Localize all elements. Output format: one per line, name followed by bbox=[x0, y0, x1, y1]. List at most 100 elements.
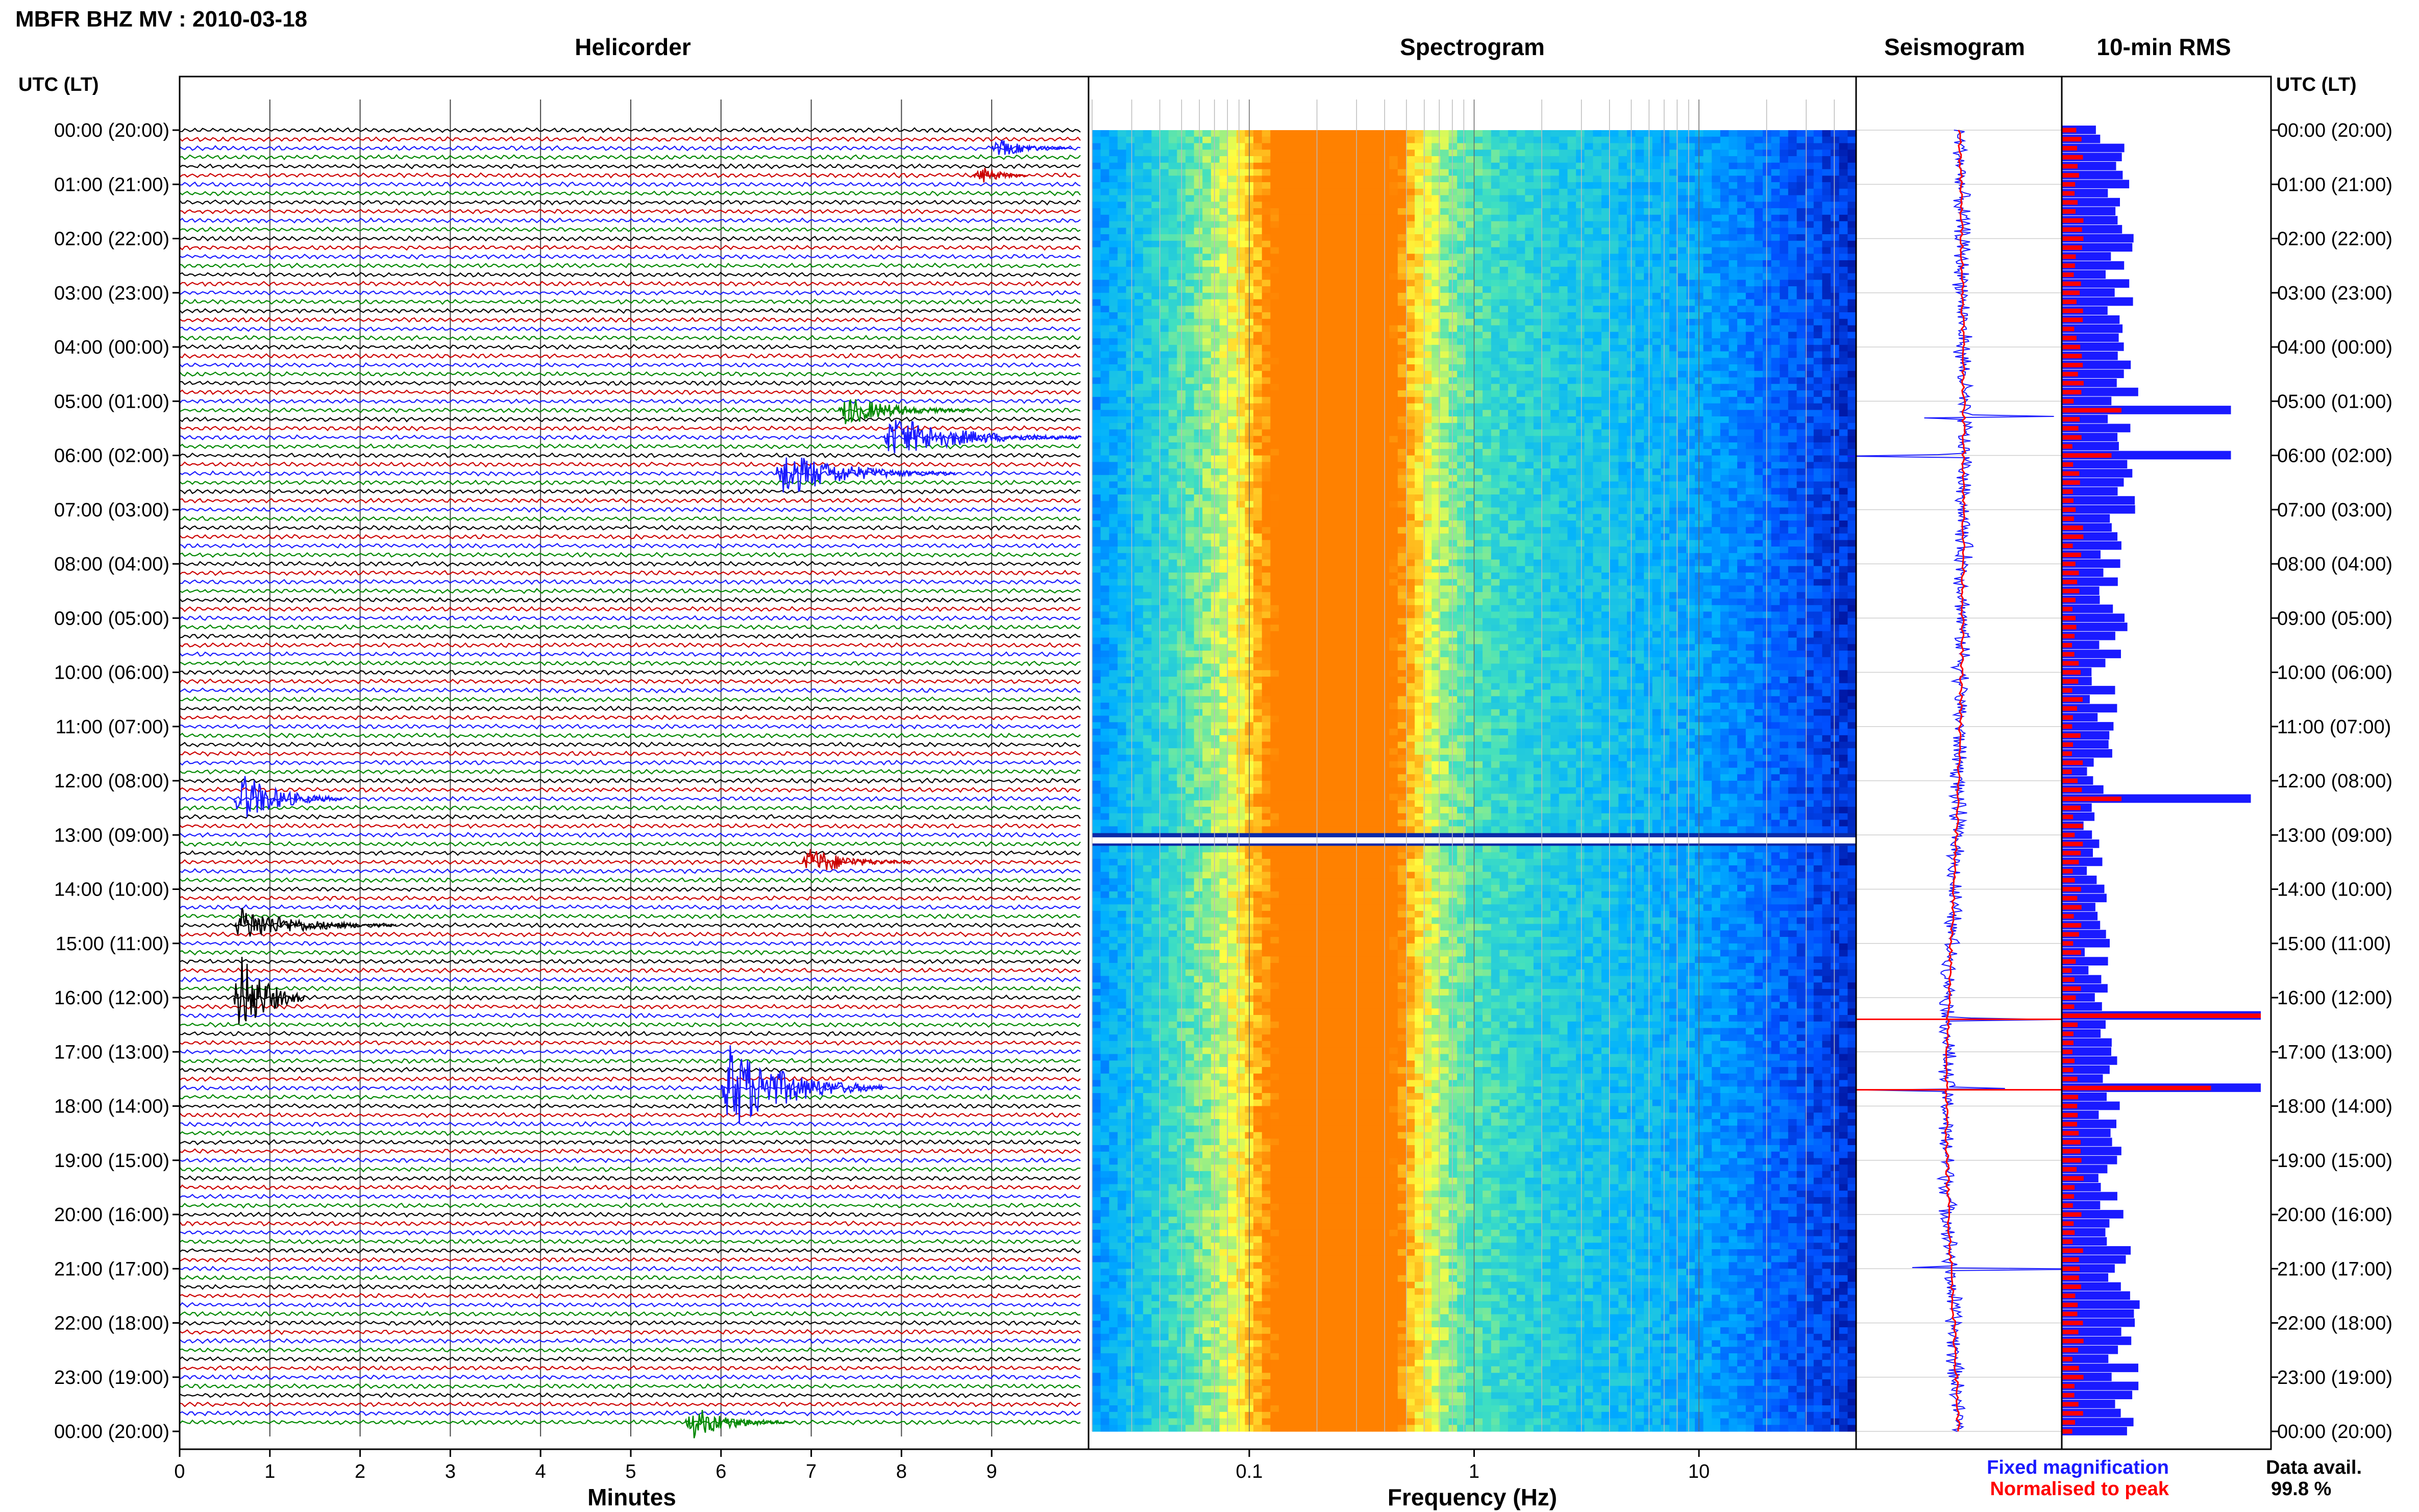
spectrogram-cell bbox=[1389, 338, 1398, 345]
spectrogram-cell bbox=[1406, 156, 1415, 163]
spectrogram-cell bbox=[1296, 318, 1305, 326]
spectrogram-cell bbox=[1796, 150, 1806, 157]
spectrogram-cell bbox=[1686, 449, 1695, 456]
spectrogram-cell bbox=[1262, 384, 1271, 391]
spectrogram-cell bbox=[1364, 370, 1373, 378]
spectrogram-cell bbox=[1686, 442, 1695, 450]
spectrogram-cell bbox=[1168, 247, 1177, 254]
spectrogram-cell bbox=[1610, 150, 1619, 157]
spectrogram-cell bbox=[1483, 273, 1492, 280]
spectrogram-cell bbox=[1635, 254, 1644, 261]
spectrogram-cell bbox=[1550, 247, 1560, 254]
spectrogram-cell bbox=[1262, 358, 1271, 365]
spectrogram-cell bbox=[1559, 351, 1568, 358]
spectrogram-cell bbox=[1389, 481, 1398, 488]
spectrogram-cell bbox=[1296, 280, 1305, 287]
spectrogram-cell bbox=[1415, 195, 1424, 202]
spectrogram-cell bbox=[1431, 260, 1441, 267]
spectrogram-cell bbox=[1364, 254, 1373, 261]
spectrogram-cell bbox=[1822, 260, 1831, 267]
spectrogram-cell bbox=[1457, 162, 1466, 170]
spectrogram-cell bbox=[1278, 306, 1288, 313]
spectrogram-cell bbox=[1270, 332, 1279, 339]
spectrogram-cell bbox=[1550, 260, 1560, 267]
spectrogram-cell bbox=[1677, 254, 1687, 261]
spectrogram-cell bbox=[1813, 176, 1822, 183]
spectrogram-cell bbox=[1321, 266, 1330, 274]
spectrogram-cell bbox=[1483, 410, 1492, 417]
spectrogram-cell bbox=[1236, 396, 1245, 404]
spectrogram-cell bbox=[1559, 455, 1568, 462]
spectrogram-cell bbox=[1287, 436, 1296, 443]
spectrogram-cell bbox=[1253, 156, 1263, 163]
spectrogram-cell bbox=[1100, 449, 1109, 456]
spectrogram-cell bbox=[1380, 182, 1390, 189]
spectrogram-cell bbox=[1448, 442, 1458, 450]
spectrogram-cell bbox=[1338, 403, 1347, 410]
spectrogram-cell bbox=[1134, 214, 1144, 222]
spectrogram-cell bbox=[1652, 195, 1661, 202]
spectrogram-cell bbox=[1754, 377, 1763, 384]
spectrogram-cell bbox=[1287, 377, 1296, 384]
spectrogram-cell bbox=[1618, 162, 1627, 170]
spectrogram-cell bbox=[1576, 318, 1585, 326]
spectrogram-cell bbox=[1745, 344, 1755, 352]
spectrogram-cell bbox=[1100, 292, 1109, 300]
spectrogram-cell bbox=[1092, 325, 1101, 332]
spectrogram-cell bbox=[1720, 332, 1730, 339]
spectrogram-cell bbox=[1703, 195, 1712, 202]
spectrogram-cell bbox=[1415, 292, 1424, 300]
spectrogram-cell bbox=[1092, 202, 1101, 209]
spectrogram-cell bbox=[1465, 449, 1475, 456]
spectrogram-cell bbox=[1559, 358, 1568, 365]
spectrogram-cell bbox=[1202, 292, 1212, 300]
spectrogram-cell bbox=[1296, 292, 1305, 300]
spectrogram-cell bbox=[1491, 410, 1500, 417]
spectrogram-cell bbox=[1533, 390, 1543, 398]
spectrogram-cell bbox=[1474, 384, 1483, 391]
spectrogram-cell bbox=[1364, 423, 1373, 430]
spectrogram-cell bbox=[1253, 130, 1263, 137]
spectrogram-cell bbox=[1839, 449, 1848, 456]
spectrogram-cell bbox=[1474, 156, 1483, 163]
spectrogram-cell bbox=[1457, 156, 1466, 163]
spectrogram-cell bbox=[1737, 260, 1746, 267]
spectrogram-cell bbox=[1415, 234, 1424, 241]
spectrogram-cell bbox=[1440, 351, 1449, 358]
spectrogram-cell bbox=[1839, 403, 1848, 410]
spectrogram-cell bbox=[1194, 306, 1203, 313]
spectrogram-cell bbox=[1516, 410, 1525, 417]
spectrogram-cell bbox=[1321, 442, 1330, 450]
spectrogram-cell bbox=[1652, 214, 1661, 222]
spectrogram-cell bbox=[1253, 390, 1263, 398]
spectrogram-cell bbox=[1525, 136, 1534, 144]
spectrogram-cell bbox=[1788, 214, 1797, 222]
spectrogram-cell bbox=[1618, 410, 1627, 417]
spectrogram-cell bbox=[1372, 299, 1381, 306]
spectrogram-cell bbox=[1491, 162, 1500, 170]
spectrogram-cell bbox=[1389, 325, 1398, 332]
spectrogram-cell bbox=[1117, 384, 1127, 391]
spectrogram-cell bbox=[1211, 455, 1220, 462]
spectrogram-cell bbox=[1831, 390, 1840, 398]
spectrogram-cell bbox=[1780, 214, 1789, 222]
spectrogram-cell bbox=[1567, 150, 1576, 157]
spectrogram-cell bbox=[1321, 130, 1330, 137]
spectrogram-cell bbox=[1576, 136, 1585, 144]
spectrogram-cell bbox=[1253, 364, 1263, 371]
spectrogram-cell bbox=[1593, 332, 1602, 339]
spectrogram-cell bbox=[1321, 488, 1330, 495]
spectrogram-cell bbox=[1559, 221, 1568, 228]
spectrogram-cell bbox=[1151, 247, 1161, 254]
spectrogram-cell bbox=[1465, 169, 1475, 176]
spectrogram-cell bbox=[1347, 390, 1356, 398]
spectrogram-cell bbox=[1618, 195, 1627, 202]
spectrogram-cell bbox=[1661, 247, 1670, 254]
spectrogram-cell bbox=[1126, 143, 1135, 150]
spectrogram-cell bbox=[1168, 462, 1177, 469]
spectrogram-cell bbox=[1737, 292, 1746, 300]
spectrogram-cell bbox=[1652, 332, 1661, 339]
spectrogram-cell bbox=[1151, 475, 1161, 482]
spectrogram-cell bbox=[1491, 202, 1500, 209]
spectrogram-cell bbox=[1270, 475, 1279, 482]
